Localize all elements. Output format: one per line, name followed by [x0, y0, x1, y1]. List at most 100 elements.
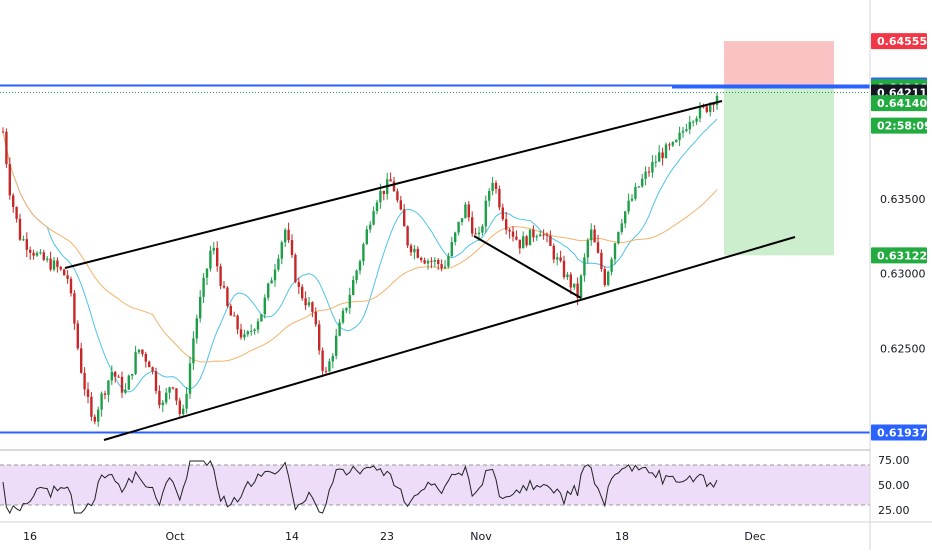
candle-body [25, 239, 28, 250]
candle-body [328, 361, 331, 372]
candle-body [273, 269, 277, 281]
candle-body [518, 239, 521, 249]
candle-body [535, 236, 538, 238]
candle-body [369, 224, 372, 230]
x-tick-label: Oct [165, 530, 185, 543]
candle-body [596, 242, 600, 253]
price-tag-box [871, 424, 927, 441]
candle-body [148, 361, 151, 368]
candle-body [664, 144, 668, 159]
candle-body [246, 331, 249, 335]
candle-body [260, 314, 263, 322]
candle-body [501, 207, 504, 220]
candle-body [416, 248, 419, 258]
price-tag-box [871, 95, 927, 112]
candle-body [460, 218, 464, 222]
candle-body [396, 191, 399, 201]
candle-body [607, 271, 610, 286]
candle-body [222, 285, 226, 288]
price-tag-label: 0.61937 [877, 427, 927, 440]
candle-body [219, 266, 222, 286]
candle-body [603, 268, 606, 286]
candle-body [698, 106, 702, 119]
candle-body [362, 244, 365, 262]
candle-body [137, 349, 141, 353]
candle-body [5, 131, 8, 165]
candle-body [338, 322, 341, 336]
candle-body [355, 270, 358, 280]
candle-body [341, 310, 345, 323]
x-tick-label: Nov [470, 530, 492, 543]
rsi-tick-label: 25.00 [878, 504, 910, 517]
candle-body [348, 295, 351, 308]
price-tag-box [871, 33, 927, 50]
price-tag-layer: 0.645550.642580.642460.642110.6414002:58… [871, 33, 932, 441]
price-tag-label: 02:58:09 [877, 120, 932, 133]
candle-body [715, 95, 719, 105]
candle-body [610, 259, 613, 272]
candle-body [188, 363, 192, 394]
candle-body [562, 260, 566, 278]
candle-body [158, 390, 161, 406]
pullback-line [473, 235, 582, 299]
candle-body [484, 200, 487, 227]
candle-body [301, 286, 304, 299]
candle-body [692, 121, 695, 123]
candle-body [654, 161, 657, 163]
candle-body [199, 296, 202, 319]
candle-body [522, 236, 525, 249]
candle-body [131, 373, 134, 376]
candle-body [658, 152, 661, 162]
candle-body [352, 279, 355, 296]
channel-lower-line [103, 236, 796, 441]
candle-body [586, 240, 589, 258]
candle-body [420, 257, 423, 261]
candle-body [474, 233, 477, 235]
candle-body [365, 229, 368, 245]
candle-body [144, 353, 147, 362]
y-tick-label: 0.63000 [880, 268, 926, 281]
candle-body [413, 248, 416, 253]
candle-body [29, 249, 32, 253]
candle-body [392, 181, 396, 192]
price-tag: 0.64140 [871, 95, 927, 112]
candle-body [114, 371, 117, 377]
candle-body [100, 393, 103, 410]
candle-body [192, 338, 195, 364]
candle-body [467, 204, 470, 218]
candle-body [182, 408, 185, 415]
candle-body [284, 229, 287, 243]
price-tag: 02:58:09 [871, 117, 932, 134]
candle-body [297, 282, 300, 287]
candle-body [566, 274, 569, 278]
candle-body [110, 371, 113, 381]
candle-body [685, 129, 688, 131]
candle-body [532, 229, 535, 238]
price-tag-box [871, 117, 927, 134]
candle-body [491, 182, 494, 192]
candle-body [545, 234, 549, 236]
candle-body [688, 121, 691, 130]
candle-body [263, 297, 266, 315]
candle-body [508, 229, 511, 232]
candle-body [661, 152, 664, 159]
candle-body [59, 266, 62, 270]
candle-body [590, 229, 593, 241]
candle-body [141, 349, 144, 354]
candle-body [178, 400, 181, 415]
candle-body [171, 387, 175, 389]
x-tick-label: 16 [23, 530, 37, 543]
candle-body [243, 334, 246, 338]
candle-body [447, 255, 450, 267]
take-profit-zone [724, 87, 834, 256]
candle-body [216, 247, 219, 267]
candle-body [93, 416, 96, 422]
candle-body [195, 318, 198, 339]
candle-body [630, 198, 634, 201]
candle-body [678, 132, 681, 141]
candle-body [151, 367, 154, 372]
candle-body [426, 260, 430, 264]
